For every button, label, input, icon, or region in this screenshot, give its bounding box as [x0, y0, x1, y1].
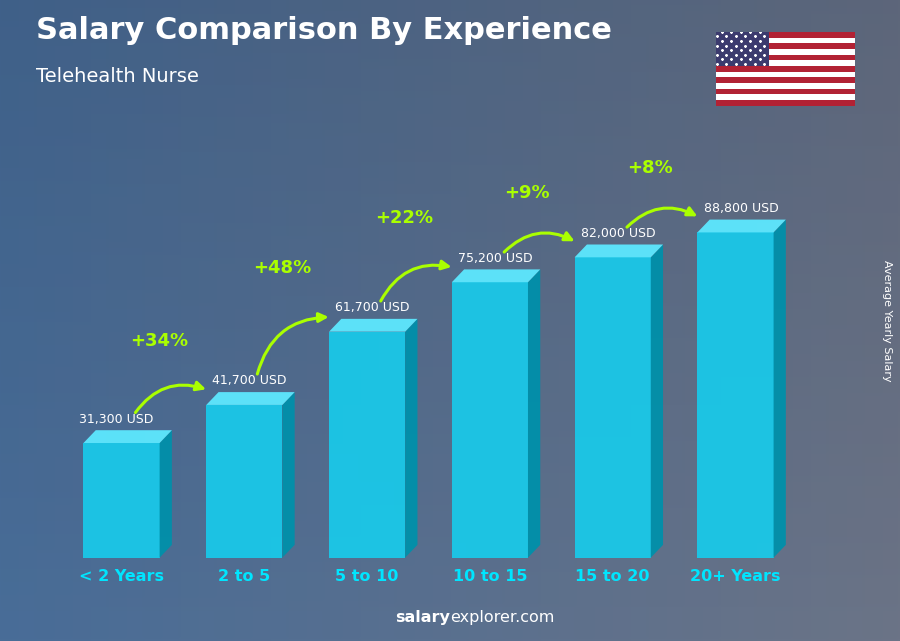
Text: Telehealth Nurse: Telehealth Nurse: [36, 67, 199, 87]
Polygon shape: [283, 392, 294, 558]
Polygon shape: [774, 220, 786, 558]
Text: +34%: +34%: [130, 332, 188, 350]
Polygon shape: [528, 269, 540, 558]
Text: +48%: +48%: [253, 258, 310, 276]
Polygon shape: [84, 430, 172, 443]
Bar: [716, 49, 855, 54]
Text: Average Yearly Salary: Average Yearly Salary: [881, 260, 892, 381]
Bar: [716, 54, 855, 60]
Text: Salary Comparison By Experience: Salary Comparison By Experience: [36, 16, 612, 45]
Polygon shape: [698, 220, 786, 233]
Bar: [716, 32, 855, 38]
Text: +9%: +9%: [505, 184, 550, 202]
Polygon shape: [329, 319, 418, 331]
Bar: [716, 88, 855, 94]
Polygon shape: [405, 319, 418, 558]
Bar: [716, 44, 855, 49]
Polygon shape: [574, 257, 651, 558]
Text: explorer.com: explorer.com: [450, 610, 554, 625]
Text: 82,000 USD: 82,000 USD: [580, 227, 655, 240]
Text: salary: salary: [395, 610, 450, 625]
Bar: [716, 60, 855, 66]
Polygon shape: [329, 331, 405, 558]
Polygon shape: [574, 244, 663, 257]
Text: 75,200 USD: 75,200 USD: [458, 252, 533, 265]
Polygon shape: [651, 244, 663, 558]
Bar: [716, 66, 855, 72]
Text: 88,800 USD: 88,800 USD: [704, 202, 778, 215]
Text: 61,700 USD: 61,700 USD: [335, 301, 410, 314]
Bar: [716, 32, 769, 66]
Text: +22%: +22%: [375, 209, 434, 227]
Text: 31,300 USD: 31,300 USD: [78, 413, 153, 426]
Bar: [716, 100, 855, 106]
Polygon shape: [452, 282, 528, 558]
Bar: [716, 38, 855, 44]
Bar: [716, 94, 855, 100]
Polygon shape: [452, 269, 540, 282]
Bar: [716, 72, 855, 78]
Polygon shape: [206, 405, 283, 558]
Polygon shape: [84, 443, 159, 558]
Bar: [716, 83, 855, 88]
Bar: [716, 78, 855, 83]
Polygon shape: [698, 233, 774, 558]
Text: +8%: +8%: [627, 159, 673, 178]
Text: 41,700 USD: 41,700 USD: [212, 374, 287, 388]
Polygon shape: [159, 430, 172, 558]
Polygon shape: [206, 392, 294, 405]
